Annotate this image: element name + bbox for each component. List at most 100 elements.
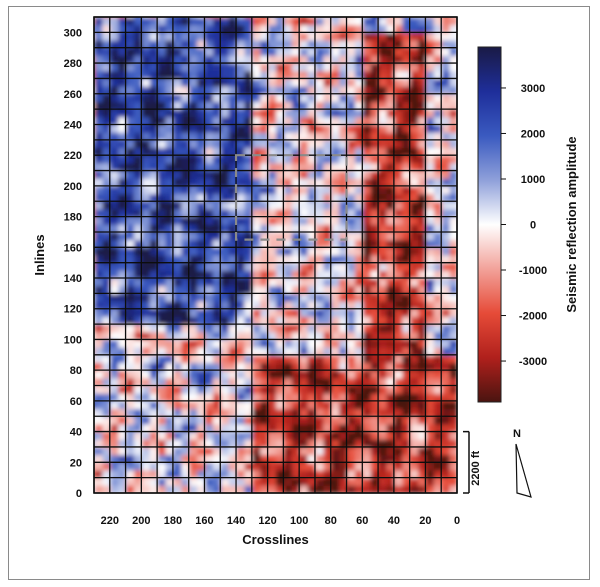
heatmap-cell — [401, 293, 411, 302]
heatmap-cell — [259, 224, 269, 233]
heatmap-cell — [220, 201, 229, 210]
heatmap-cell — [172, 393, 182, 402]
heatmap-cell — [441, 239, 450, 248]
heatmap-cell — [212, 477, 221, 486]
heatmap-cell — [433, 316, 442, 325]
heatmap-cell — [322, 132, 332, 141]
heatmap-cell — [243, 224, 253, 233]
heatmap-cell — [243, 70, 253, 80]
heatmap-cell — [385, 101, 395, 110]
heatmap-cell — [370, 331, 379, 341]
heatmap-cell — [133, 139, 142, 149]
heatmap-cell — [165, 270, 174, 279]
heatmap-cell — [346, 132, 356, 141]
heatmap-cell — [291, 178, 300, 187]
heatmap-cell — [370, 393, 379, 402]
heatmap-cell — [370, 162, 379, 172]
heatmap-cell — [101, 78, 111, 87]
heatmap-cell — [220, 224, 229, 233]
heatmap-cell — [188, 24, 198, 33]
heatmap-cell — [267, 439, 277, 448]
heatmap-cell — [212, 216, 221, 225]
heatmap-cell — [165, 293, 174, 302]
heatmap-cell — [283, 155, 292, 164]
heatmap-cell — [188, 431, 198, 440]
heatmap-cell — [354, 454, 363, 463]
heatmap-cell — [409, 439, 419, 448]
heatmap-cell — [251, 239, 261, 248]
heatmap-cell — [409, 170, 419, 179]
heatmap-cell — [449, 339, 457, 348]
heatmap-cell — [267, 178, 277, 187]
heatmap-cell — [259, 354, 269, 364]
heatmap-cell — [299, 216, 308, 225]
heatmap-cell — [409, 155, 419, 164]
heatmap-cell — [251, 247, 261, 256]
heatmap-cell — [401, 155, 411, 164]
heatmap-cell — [441, 339, 450, 348]
heatmap-cell — [236, 132, 245, 141]
heatmap-cell — [441, 78, 450, 87]
heatmap-cell — [196, 208, 206, 218]
heatmap-cell — [354, 193, 363, 202]
heatmap-cell — [338, 324, 348, 333]
heatmap-cell — [133, 247, 142, 256]
heatmap-cell — [362, 362, 371, 371]
heatmap-cell — [362, 431, 371, 440]
heatmap-cell — [259, 216, 269, 225]
heatmap-cell — [180, 32, 190, 41]
heatmap-cell — [259, 231, 269, 241]
heatmap-cell — [251, 278, 261, 287]
heatmap-cell — [433, 231, 442, 241]
heatmap-cell — [330, 416, 340, 425]
heatmap-cell — [417, 301, 427, 310]
heatmap-cell — [291, 101, 300, 110]
heatmap-cell — [291, 293, 300, 302]
heatmap-cell — [251, 354, 261, 364]
heatmap-cell — [401, 170, 411, 179]
heatmap-cell — [314, 185, 324, 195]
heatmap-cell — [417, 162, 427, 172]
heatmap-cell — [283, 93, 292, 103]
heatmap-cell — [172, 139, 182, 149]
heatmap-cell — [220, 331, 229, 341]
heatmap-cell — [401, 17, 411, 26]
heatmap-cell — [133, 224, 142, 233]
heatmap-cell — [101, 423, 111, 433]
heatmap-cell — [149, 185, 158, 195]
heatmap-cell — [417, 477, 427, 486]
heatmap-cell — [212, 285, 221, 294]
heatmap-cell — [449, 24, 457, 33]
heatmap-cell — [291, 262, 300, 271]
heatmap-cell — [441, 185, 450, 195]
heatmap-cell — [378, 132, 387, 141]
heatmap-cell — [172, 477, 182, 486]
heatmap-cell — [204, 201, 213, 210]
heatmap-cell — [109, 78, 119, 87]
heatmap-cell — [307, 339, 316, 348]
heatmap-cell — [94, 40, 103, 49]
heatmap-cell — [259, 385, 269, 394]
heatmap-cell — [291, 400, 300, 410]
heatmap-cell — [109, 262, 119, 271]
heatmap-cell — [243, 331, 253, 341]
heatmap-cell — [378, 370, 387, 379]
heatmap-cell — [370, 32, 379, 41]
heatmap-cell — [409, 40, 419, 49]
heatmap-cell — [401, 224, 411, 233]
heatmap-cell — [101, 162, 111, 172]
heatmap-cell — [212, 224, 221, 233]
heatmap-cell — [204, 393, 213, 402]
heatmap-cell — [338, 247, 348, 256]
heatmap-cell — [385, 78, 395, 87]
heatmap-cell — [180, 416, 190, 425]
heatmap-cell — [243, 462, 253, 471]
heatmap-cell — [141, 255, 150, 264]
heatmap-cell — [378, 255, 387, 264]
heatmap-cell — [283, 331, 292, 341]
heatmap-cell — [251, 78, 261, 87]
heatmap-cell — [149, 101, 158, 110]
heatmap-cell — [101, 32, 111, 41]
heatmap-cell — [212, 339, 221, 348]
heatmap-cell — [180, 301, 190, 310]
